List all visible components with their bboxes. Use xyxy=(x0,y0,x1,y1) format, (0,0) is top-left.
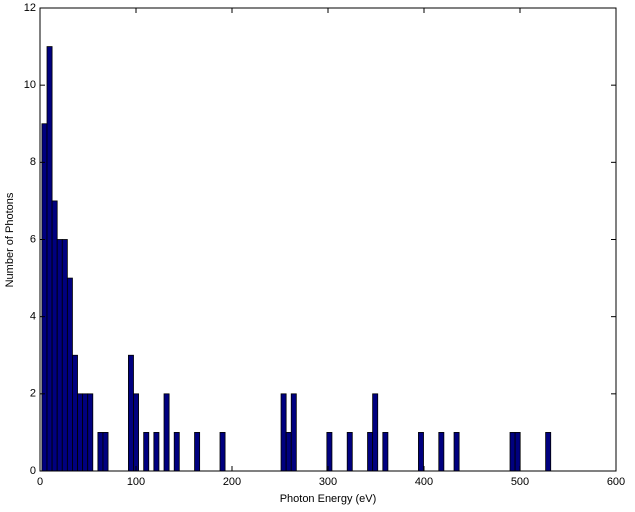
bar xyxy=(285,432,292,472)
bar xyxy=(545,432,552,472)
y-tick-label: 8 xyxy=(30,156,36,168)
y-tick-label: 6 xyxy=(30,233,36,245)
bar xyxy=(153,432,160,472)
bar xyxy=(77,393,84,472)
x-tick-label: 300 xyxy=(319,476,337,488)
x-tick-label: 500 xyxy=(511,476,529,488)
bar xyxy=(418,432,424,472)
bar xyxy=(82,393,89,472)
bar xyxy=(56,239,63,472)
bar xyxy=(173,432,180,472)
bar xyxy=(326,432,333,472)
y-tick-label: 10 xyxy=(24,79,36,91)
bar xyxy=(280,393,287,472)
bar xyxy=(438,432,445,472)
x-tick-label: 100 xyxy=(127,476,145,488)
y-axis-label: Number of Photons xyxy=(4,192,16,287)
y-tick-label: 2 xyxy=(30,388,36,400)
x-tick-label: 400 xyxy=(415,476,433,488)
bar xyxy=(453,432,460,472)
x-tick-label: 0 xyxy=(37,476,43,488)
bar xyxy=(346,432,353,472)
bar xyxy=(372,393,379,472)
bar xyxy=(194,432,201,472)
bar xyxy=(97,432,104,472)
x-axis-label: Photon Energy (eV) xyxy=(280,493,377,505)
y-tick-label: 4 xyxy=(30,311,36,323)
bar xyxy=(102,432,109,472)
bar xyxy=(61,239,68,472)
bar xyxy=(133,393,139,472)
bar xyxy=(72,354,78,472)
bar xyxy=(509,432,516,472)
bar xyxy=(51,200,58,472)
bar xyxy=(514,432,521,472)
bar xyxy=(87,393,94,472)
y-tick-label: 0 xyxy=(30,465,36,477)
bar xyxy=(41,123,48,472)
bar xyxy=(66,277,73,472)
bar xyxy=(163,393,170,472)
x-tick-label: 600 xyxy=(607,476,625,488)
bar xyxy=(143,432,150,472)
bar xyxy=(290,393,297,472)
bar xyxy=(367,432,374,472)
bar xyxy=(219,432,226,472)
bar xyxy=(128,354,134,472)
x-tick-label: 200 xyxy=(223,476,241,488)
bar xyxy=(46,46,53,472)
bar xyxy=(382,432,389,472)
y-tick-label: 12 xyxy=(24,2,36,14)
